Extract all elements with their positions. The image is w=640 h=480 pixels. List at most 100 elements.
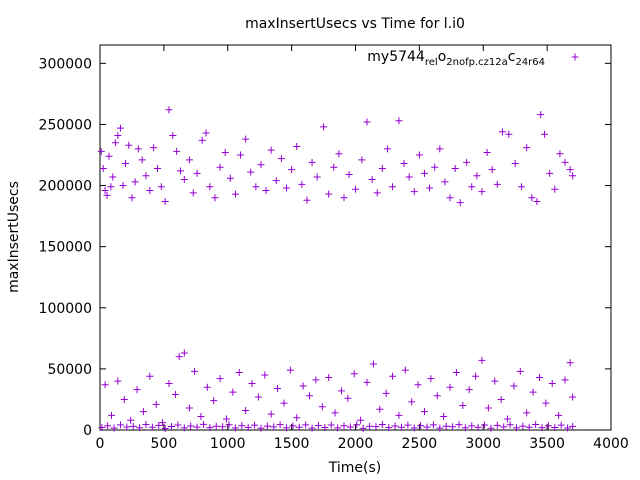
- data-point: [561, 158, 569, 166]
- data-point: [165, 380, 173, 388]
- data-point: [446, 383, 454, 391]
- data-point: [99, 164, 107, 172]
- data-point: [104, 422, 112, 430]
- data-point: [352, 185, 359, 193]
- data-point: [131, 178, 139, 186]
- data-point: [146, 186, 154, 194]
- data-point: [566, 166, 574, 174]
- data-point: [415, 151, 423, 159]
- data-point: [107, 183, 115, 191]
- data-point: [555, 411, 563, 419]
- data-point: [221, 149, 229, 157]
- data-point: [318, 403, 326, 411]
- data-point: [262, 186, 270, 194]
- data-point: [248, 380, 256, 388]
- data-point: [455, 421, 463, 429]
- data-point: [283, 184, 291, 192]
- data-point: [378, 164, 386, 172]
- data-point: [544, 422, 552, 430]
- legend: my5744relo2nofp.cz12ac24r64: [367, 49, 579, 68]
- data-point: [474, 423, 482, 431]
- data-point: [345, 171, 353, 179]
- data-point: [429, 421, 437, 429]
- data-point: [211, 194, 219, 202]
- data-point: [451, 164, 459, 172]
- data-point: [566, 359, 574, 367]
- data-point: [136, 424, 144, 432]
- y-axis-ticks: 0 50000 100000 150000 200000 250000 300000: [39, 56, 611, 439]
- data-point: [385, 424, 393, 432]
- y-tick-label: 200000: [39, 179, 92, 195]
- data-point: [456, 199, 464, 207]
- data-point: [222, 415, 230, 423]
- data-point: [303, 196, 311, 204]
- data-point: [340, 422, 348, 430]
- data-point: [478, 356, 486, 364]
- data-point: [511, 160, 519, 168]
- data-point: [212, 422, 220, 430]
- data-point: [114, 377, 122, 385]
- legend-marker: [571, 53, 579, 61]
- x-tick-label: 4000: [593, 436, 629, 452]
- data-point: [391, 422, 399, 430]
- data-point: [533, 197, 541, 205]
- data-point: [478, 188, 486, 196]
- data-point: [244, 423, 252, 431]
- data-point: [101, 381, 109, 389]
- data-point: [504, 415, 512, 423]
- data-point: [225, 421, 233, 429]
- data-point: [532, 421, 540, 428]
- data-point: [461, 424, 469, 432]
- data-point: [180, 349, 188, 357]
- data-point: [267, 410, 275, 418]
- data-point: [173, 147, 181, 155]
- data-point: [116, 421, 124, 429]
- data-point: [299, 382, 307, 390]
- data-point: [410, 188, 418, 196]
- data-point: [366, 422, 374, 430]
- data-point: [261, 371, 269, 379]
- data-point: [289, 422, 297, 430]
- data-point: [427, 375, 435, 383]
- data-point: [331, 409, 339, 417]
- data-point: [161, 197, 169, 205]
- x-axis-ticks: 0 500 1000 1500 2000 2500 3000 3500 4000: [96, 45, 629, 452]
- data-point: [353, 421, 361, 429]
- data-point: [298, 180, 306, 188]
- data-point: [325, 190, 333, 198]
- data-point: [446, 194, 454, 202]
- data-point: [528, 194, 536, 202]
- data-point: [473, 172, 481, 180]
- data-point: [505, 130, 513, 138]
- y-axis-label: maxInsertUsecs: [6, 181, 22, 293]
- data-point: [426, 184, 434, 192]
- data-point: [546, 169, 554, 177]
- legend-marker-symbol: [571, 53, 579, 61]
- data-point: [452, 369, 460, 377]
- data-point: [129, 422, 137, 430]
- data-point: [359, 424, 367, 432]
- data-point: [98, 424, 106, 432]
- data-point: [491, 377, 499, 385]
- data-point: [357, 416, 365, 424]
- data-point: [551, 185, 559, 193]
- data-point: [180, 424, 188, 432]
- data-point: [306, 392, 314, 400]
- data-point: [557, 421, 565, 429]
- data-point: [308, 158, 316, 166]
- data-point: [400, 160, 408, 168]
- data-point: [529, 388, 537, 396]
- data-point: [270, 423, 278, 431]
- data-point: [293, 414, 301, 422]
- data-point: [187, 422, 195, 430]
- data-point: [125, 141, 133, 149]
- data-point: [169, 131, 177, 139]
- data-point: [535, 373, 543, 381]
- data-point: [433, 392, 441, 400]
- data-point: [373, 189, 381, 197]
- data-point: [267, 146, 275, 154]
- y-tick-label: 100000: [39, 301, 92, 317]
- data-point: [111, 139, 119, 147]
- data-point: [313, 173, 321, 181]
- y-tick-label: 0: [83, 423, 92, 439]
